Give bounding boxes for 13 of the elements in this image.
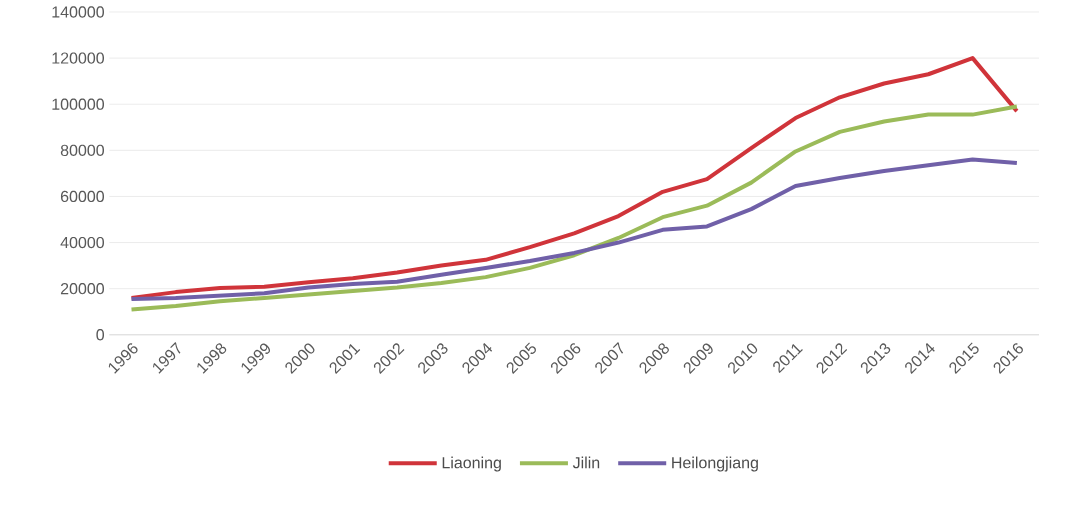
y-tick-label: 20000: [60, 282, 105, 295]
line-series: [129, 104, 1019, 312]
y-tick-label: 60000: [60, 190, 105, 203]
legend-label: Heilongjiang: [672, 456, 758, 472]
legend-label: Jilin: [572, 456, 600, 469]
y-tick-label: 80000: [60, 144, 105, 156]
legend-label: Liaoning: [442, 456, 501, 472]
y-tick-label: 140000: [52, 6, 105, 18]
y-tick-label: 120000: [52, 52, 105, 64]
y-tick-label: 0: [96, 329, 105, 341]
y-tick-label: 40000: [60, 236, 105, 249]
line-series: [129, 56, 1019, 300]
y-tick-label: 100000: [52, 98, 105, 110]
